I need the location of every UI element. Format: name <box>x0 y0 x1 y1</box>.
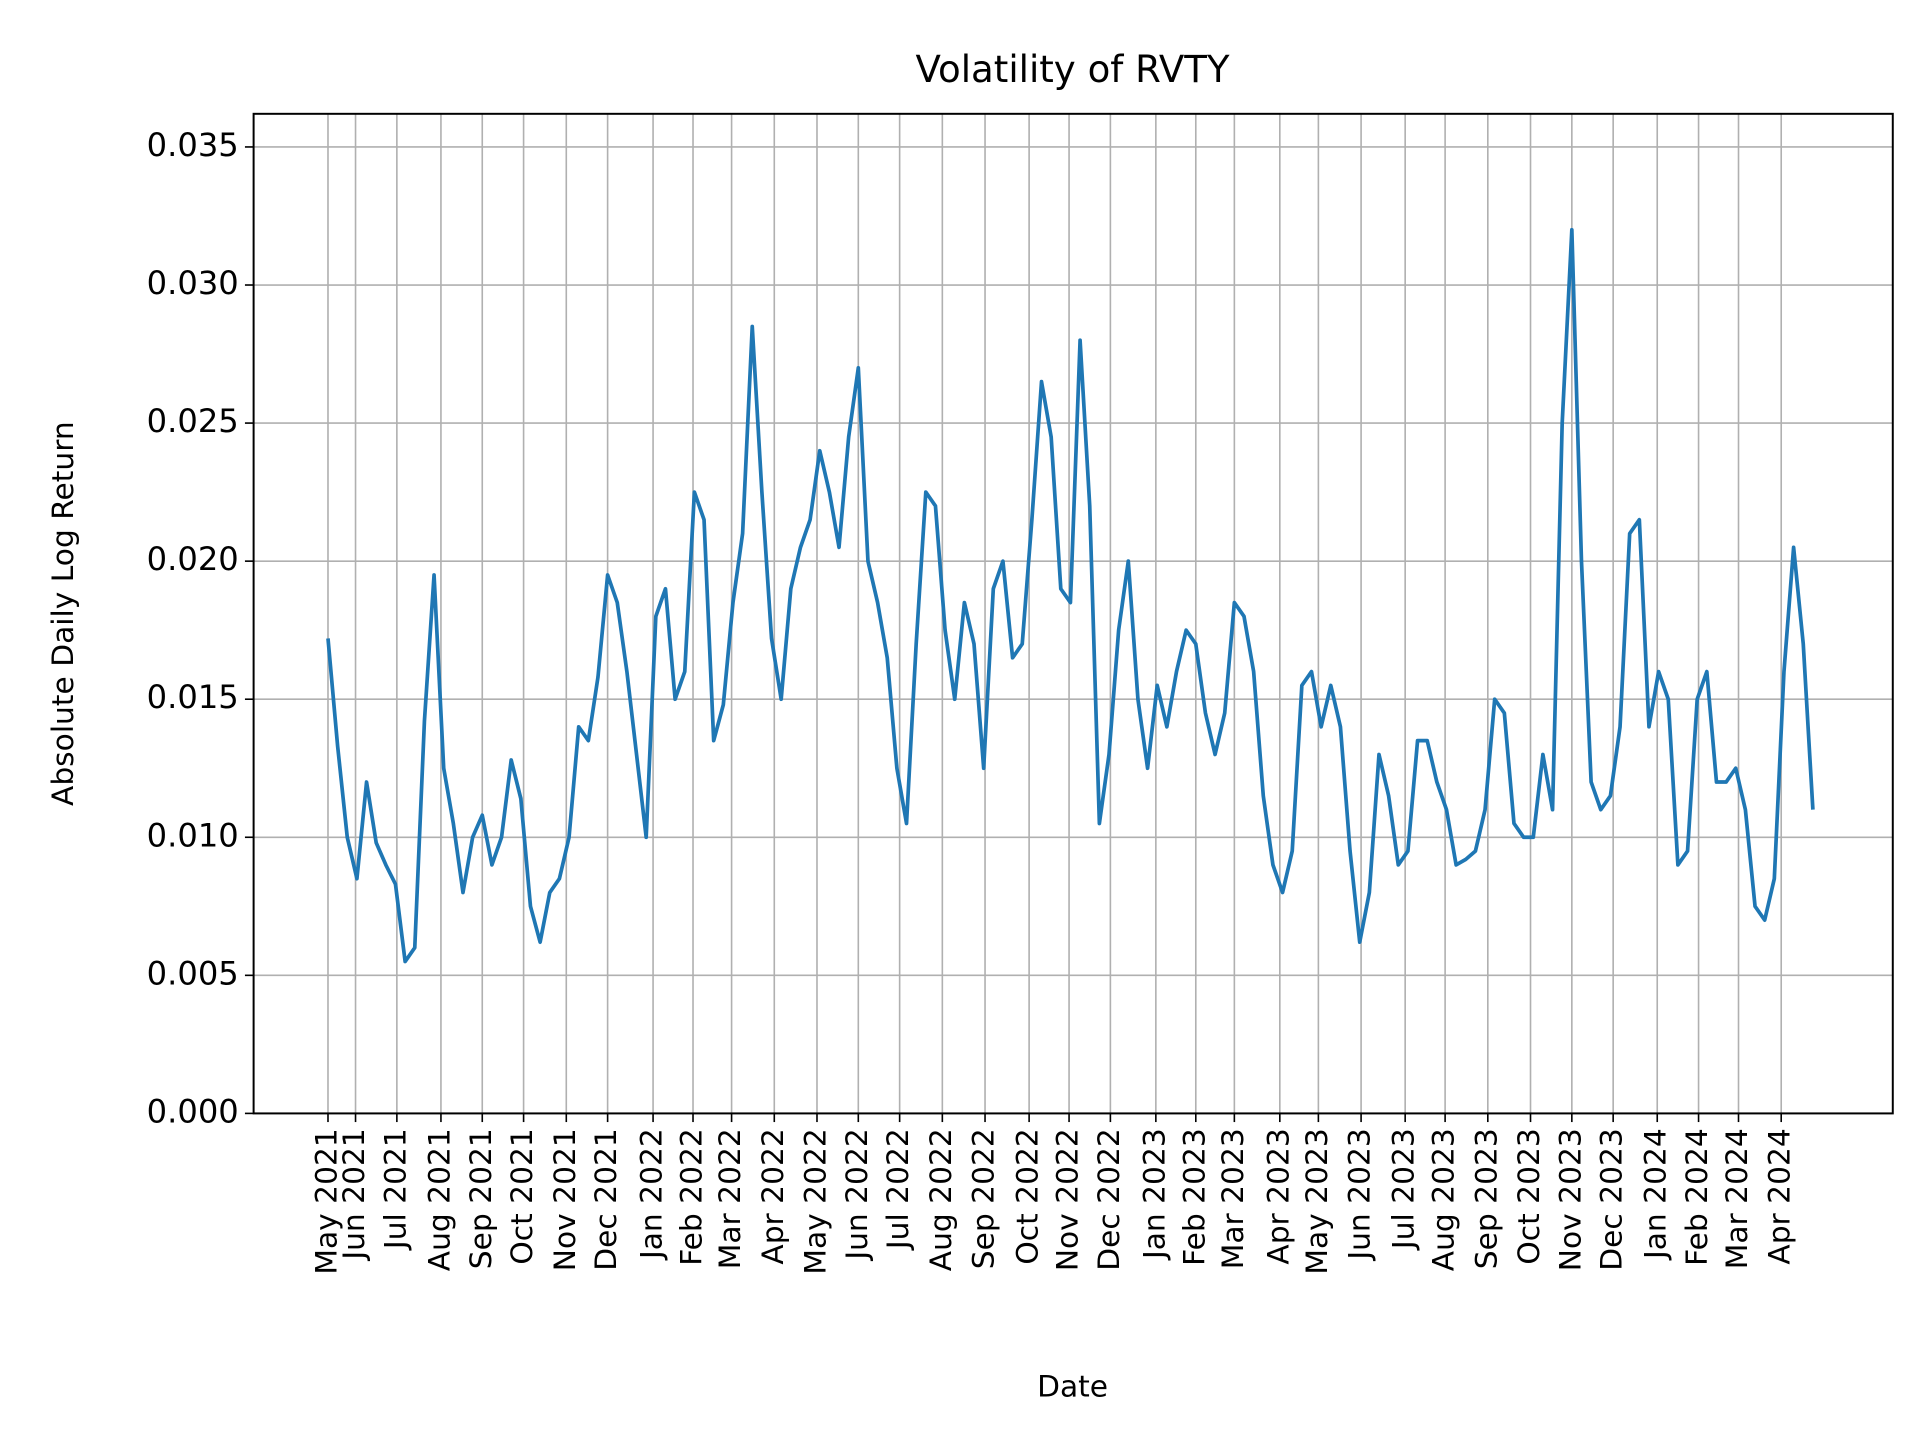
y-tick-label: 0.020 <box>147 540 239 578</box>
x-tick-label: Dec 2023 <box>1595 1128 1630 1270</box>
x-tick-label: Jun 2023 <box>1343 1128 1378 1261</box>
x-tick-label: Sep 2023 <box>1469 1128 1504 1269</box>
chart-title: Volatility of RVTY <box>916 48 1230 91</box>
x-tick-label: Mar 2024 <box>1720 1128 1755 1269</box>
x-tick-label: Feb 2022 <box>675 1128 710 1266</box>
x-tick-label: Jun 2022 <box>840 1128 875 1261</box>
y-tick-label: 0.025 <box>147 402 239 440</box>
x-tick-label: May 2023 <box>1300 1128 1335 1274</box>
axes-frame <box>252 112 1894 1115</box>
plot-area <box>326 227 1815 964</box>
x-tick-label: May 2022 <box>798 1128 833 1274</box>
grid <box>253 113 1893 1115</box>
x-tick-label: Jan 2024 <box>1639 1128 1674 1261</box>
y-tick-label: 0.035 <box>147 126 239 164</box>
x-tick-label: Apr 2023 <box>1261 1128 1296 1264</box>
x-tick-label: Oct 2022 <box>1011 1128 1046 1264</box>
x-tick-label: Sep 2021 <box>464 1128 499 1269</box>
x-tick-label: Jan 2022 <box>635 1128 670 1261</box>
y-tick-label: 0.030 <box>147 264 239 302</box>
data-line <box>326 227 1815 964</box>
x-tick-label: Apr 2024 <box>1763 1128 1798 1264</box>
x-tick-label: Jun 2021 <box>337 1128 372 1261</box>
x-tick-label: Feb 2024 <box>1680 1128 1715 1266</box>
x-tick-label: May 2021 <box>309 1128 344 1274</box>
x-tick-label: Jan 2023 <box>1137 1128 1172 1261</box>
y-tick-label: 0.000 <box>147 1092 239 1130</box>
y-tick-label: 0.005 <box>147 954 239 992</box>
y-tick-label: 0.015 <box>147 678 239 716</box>
x-tick-label: Dec 2022 <box>1092 1128 1127 1270</box>
x-tick-label: Aug 2022 <box>924 1128 959 1271</box>
x-tick-label: Sep 2022 <box>967 1128 1002 1269</box>
y-axis-label: Absolute Daily Log Return <box>46 421 81 806</box>
x-tick-label: Dec 2021 <box>589 1128 624 1270</box>
x-tick-label: Oct 2021 <box>505 1128 540 1264</box>
x-tick-label: Jul 2023 <box>1387 1128 1422 1251</box>
x-axis-label: Date <box>1037 1370 1108 1405</box>
x-tick-label: Aug 2021 <box>422 1128 457 1271</box>
x-tick-label: Oct 2023 <box>1512 1128 1547 1264</box>
x-tick-label: Nov 2022 <box>1051 1128 1086 1271</box>
x-tick-label: Jul 2022 <box>881 1128 916 1251</box>
x-tick-label: Aug 2023 <box>1427 1128 1462 1271</box>
x-tick-label: Mar 2022 <box>713 1128 748 1269</box>
x-tick-label: Apr 2022 <box>756 1128 791 1264</box>
x-tick-label: Feb 2023 <box>1177 1128 1212 1266</box>
y-tick-label: 0.010 <box>147 816 239 854</box>
x-tick-label: Nov 2023 <box>1553 1128 1588 1271</box>
x-tick-label: Mar 2023 <box>1216 1128 1251 1269</box>
x-tick-label: Jul 2021 <box>378 1128 413 1251</box>
ticks: 0.000 0.005 0.010 0.015 0.020 0.025 0.030 0.035… <box>147 126 1798 1275</box>
x-tick-label: Nov 2021 <box>548 1128 583 1271</box>
